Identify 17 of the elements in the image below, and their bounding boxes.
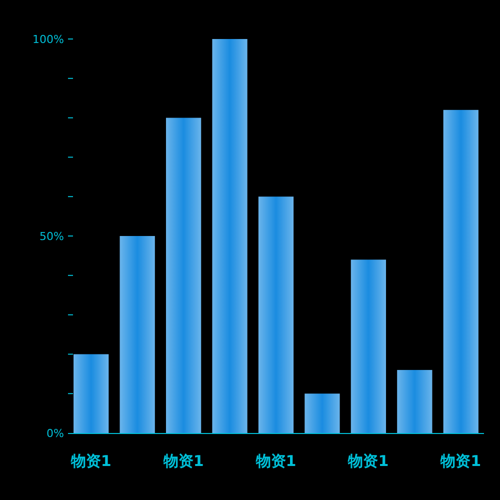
x-tick-label: 物资1 — [440, 452, 482, 470]
y-tick-label: 0% — [46, 427, 64, 440]
bar — [258, 196, 294, 433]
y-tick-label: 50% — [40, 230, 64, 243]
x-tick-label: 物资1 — [162, 452, 204, 470]
bar — [397, 370, 432, 433]
bar — [212, 39, 248, 433]
bar — [304, 394, 340, 433]
x-tick-label: 物资1 — [70, 452, 112, 470]
bar — [443, 110, 478, 433]
x-tick-label: 物资1 — [347, 452, 389, 470]
bar — [350, 260, 386, 433]
bar — [120, 236, 155, 433]
x-tick-label: 物资1 — [254, 452, 296, 470]
bar — [166, 118, 202, 433]
y-tick-label: 100% — [32, 33, 64, 46]
bar — [74, 354, 109, 433]
